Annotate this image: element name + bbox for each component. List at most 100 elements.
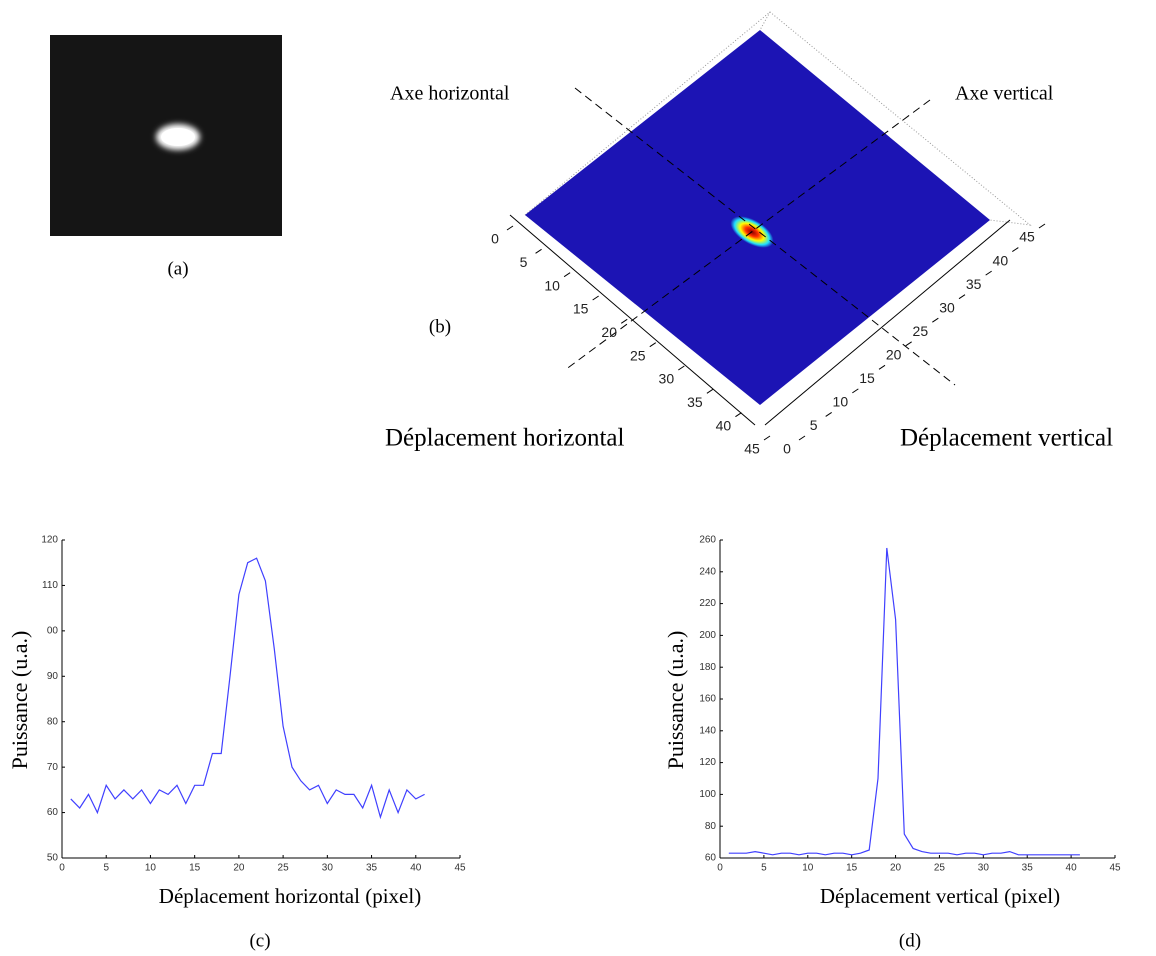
x-tick	[678, 365, 685, 371]
y-tick-label: 70	[47, 762, 59, 773]
y-tick-label: 45	[1019, 229, 1035, 245]
y-tick-label: 120	[699, 757, 716, 768]
x-tick-label: 30	[978, 863, 990, 874]
x-tick-label: 45	[744, 441, 760, 457]
y-axis-title: Puissance (u.a.)	[663, 631, 688, 770]
y-tick-label: 60	[705, 853, 717, 864]
y-tick-label: 00	[47, 625, 59, 636]
x-tick	[563, 272, 571, 278]
y-tick	[905, 341, 912, 347]
x-tick-label: 30	[322, 863, 334, 874]
y-tick-label: 240	[699, 566, 716, 577]
annotation: Axe horizontal	[390, 83, 510, 105]
panel-label: (d)	[899, 930, 921, 951]
y-tick-label: 160	[699, 694, 716, 705]
x-tick-label: 10	[544, 277, 560, 293]
y-tick-label: 5	[810, 417, 818, 433]
x-tick-label: 10	[145, 863, 157, 874]
y-tick	[825, 412, 832, 417]
y-tick	[1012, 247, 1019, 252]
x-axis-title: Déplacement vertical (pixel)	[820, 884, 1060, 908]
x-tick	[592, 295, 599, 301]
x-tick-label: 20	[601, 324, 617, 340]
y-tick-label: 10	[833, 394, 849, 410]
x-tick-label: 20	[890, 863, 902, 874]
y-tick	[798, 435, 806, 441]
y-tick-label: 110	[42, 580, 58, 591]
y-tick-label: 35	[966, 276, 982, 292]
x-tick-label: 10	[802, 863, 814, 874]
y-tick-label: 140	[699, 725, 716, 736]
y-tick-label: 40	[993, 252, 1009, 268]
annotation: Axe vertical	[955, 83, 1054, 105]
x-tick	[763, 435, 771, 441]
x-tick-label: 25	[630, 347, 646, 363]
x-tick-label: 0	[491, 231, 499, 247]
crosshair	[564, 87, 956, 386]
y-tick-label: 100	[699, 789, 716, 800]
x-tick	[706, 388, 714, 394]
x-tick	[620, 318, 628, 324]
y-tick-label: 25	[913, 323, 929, 339]
panel-label: (a)	[167, 258, 188, 279]
x-tick	[735, 412, 742, 418]
x-tick-label: 25	[278, 863, 290, 874]
x-tick-label: 45	[1109, 863, 1121, 874]
x-tick-label: 35	[366, 863, 378, 874]
x-tick-label: 40	[1066, 863, 1078, 874]
x-tick-label: 30	[659, 371, 675, 387]
y-tick	[985, 270, 992, 276]
x-tick-label: 25	[934, 863, 946, 874]
data-line	[728, 547, 1080, 856]
x-tick-label: 35	[687, 394, 703, 410]
x-tick-label: 5	[520, 254, 528, 270]
y-tick-label: 0	[783, 441, 791, 457]
x-tick	[649, 342, 657, 348]
y-axis-title: Déplacement vertical	[900, 425, 1113, 452]
y-axis-title: Puissance (u.a.)	[7, 631, 32, 770]
y-tick-label: 180	[699, 662, 716, 673]
y-tick	[878, 364, 886, 370]
y-tick-label: 220	[699, 598, 716, 609]
y-tick-label: 20	[886, 346, 902, 362]
y-tick-label: 260	[699, 535, 716, 546]
beam-core	[161, 128, 195, 146]
x-tick-label: 20	[233, 863, 245, 874]
x-tick-label: 5	[761, 863, 767, 874]
y-tick	[932, 317, 939, 323]
y-tick-label: 60	[47, 807, 59, 818]
x-tick-label: 40	[716, 417, 732, 433]
x-tick-label: 15	[189, 863, 201, 874]
y-tick	[958, 294, 966, 300]
y-tick-label: 80	[705, 821, 717, 832]
y-tick-label: 80	[47, 716, 59, 727]
x-tick-label: 5	[103, 863, 109, 874]
x-tick-label: 45	[454, 863, 466, 874]
x-tick-label: 15	[573, 301, 589, 317]
x-tick	[506, 225, 514, 231]
y-tick	[852, 388, 859, 394]
x-axis-title: Déplacement horizontal	[385, 425, 625, 452]
x-axis-title: Déplacement horizontal (pixel)	[159, 884, 421, 908]
x-tick-label: 35	[1022, 863, 1034, 874]
y-tick-label: 15	[859, 370, 875, 386]
y-tick-label: 200	[699, 630, 716, 641]
x-tick	[535, 248, 542, 254]
panel-label: (b)	[429, 316, 451, 337]
x-tick-label: 40	[410, 863, 422, 874]
y-axis-line	[764, 219, 1011, 426]
x-tick-label: 0	[59, 863, 65, 874]
x-tick-label: 0	[717, 863, 723, 874]
y-tick	[1038, 223, 1046, 229]
surface-box	[524, 11, 1032, 226]
x-tick-label: 15	[846, 863, 858, 874]
surface	[525, 30, 990, 405]
y-tick-label: 120	[41, 535, 58, 546]
x-axis-line	[509, 214, 756, 426]
panel-label: (c)	[249, 930, 270, 951]
y-tick-label: 50	[47, 853, 59, 864]
y-tick-label: 30	[939, 299, 955, 315]
data-line	[70, 557, 425, 820]
